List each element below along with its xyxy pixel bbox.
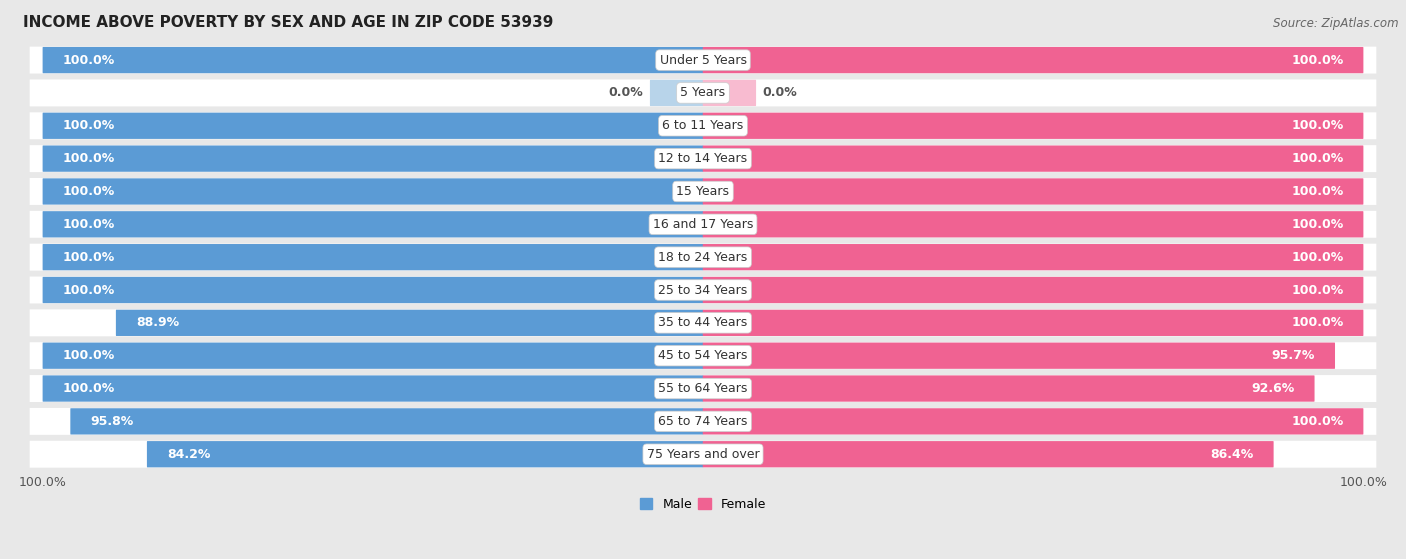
FancyBboxPatch shape [42, 178, 703, 205]
Text: 100.0%: 100.0% [1291, 316, 1343, 329]
Text: INCOME ABOVE POVERTY BY SEX AND AGE IN ZIP CODE 53939: INCOME ABOVE POVERTY BY SEX AND AGE IN Z… [22, 15, 554, 30]
FancyBboxPatch shape [703, 178, 1364, 205]
Text: 25 to 34 Years: 25 to 34 Years [658, 283, 748, 296]
FancyBboxPatch shape [30, 375, 1376, 402]
Text: 65 to 74 Years: 65 to 74 Years [658, 415, 748, 428]
FancyBboxPatch shape [703, 310, 1364, 336]
Text: 100.0%: 100.0% [63, 349, 115, 362]
FancyBboxPatch shape [703, 343, 1336, 369]
FancyBboxPatch shape [30, 46, 1376, 74]
FancyBboxPatch shape [42, 211, 703, 238]
FancyBboxPatch shape [703, 277, 1364, 303]
FancyBboxPatch shape [42, 47, 703, 73]
FancyBboxPatch shape [650, 80, 703, 106]
Text: 100.0%: 100.0% [1291, 54, 1343, 67]
Text: 100.0%: 100.0% [1291, 415, 1343, 428]
FancyBboxPatch shape [30, 244, 1376, 271]
Text: 95.8%: 95.8% [90, 415, 134, 428]
FancyBboxPatch shape [703, 376, 1315, 402]
Text: 6 to 11 Years: 6 to 11 Years [662, 119, 744, 132]
Text: 16 and 17 Years: 16 and 17 Years [652, 218, 754, 231]
FancyBboxPatch shape [30, 145, 1376, 172]
FancyBboxPatch shape [30, 408, 1376, 435]
FancyBboxPatch shape [42, 277, 703, 303]
Text: 75 Years and over: 75 Years and over [647, 448, 759, 461]
Text: 100.0%: 100.0% [63, 250, 115, 264]
FancyBboxPatch shape [42, 244, 703, 271]
FancyBboxPatch shape [30, 112, 1376, 139]
Text: 100.0%: 100.0% [63, 152, 115, 165]
Text: 100.0%: 100.0% [1291, 185, 1343, 198]
Text: 12 to 14 Years: 12 to 14 Years [658, 152, 748, 165]
Text: 100.0%: 100.0% [1291, 218, 1343, 231]
Text: 0.0%: 0.0% [762, 87, 797, 100]
Text: 35 to 44 Years: 35 to 44 Years [658, 316, 748, 329]
FancyBboxPatch shape [30, 342, 1376, 369]
FancyBboxPatch shape [703, 113, 1364, 139]
FancyBboxPatch shape [146, 441, 703, 467]
Text: 55 to 64 Years: 55 to 64 Years [658, 382, 748, 395]
FancyBboxPatch shape [703, 441, 1274, 467]
FancyBboxPatch shape [42, 376, 703, 402]
Text: 100.0%: 100.0% [1291, 283, 1343, 296]
FancyBboxPatch shape [42, 343, 703, 369]
FancyBboxPatch shape [30, 440, 1376, 468]
Text: Under 5 Years: Under 5 Years [659, 54, 747, 67]
FancyBboxPatch shape [30, 309, 1376, 337]
Legend: Male, Female: Male, Female [636, 492, 770, 515]
Text: 15 Years: 15 Years [676, 185, 730, 198]
Text: 100.0%: 100.0% [63, 185, 115, 198]
FancyBboxPatch shape [70, 408, 703, 434]
Text: 5 Years: 5 Years [681, 87, 725, 100]
FancyBboxPatch shape [42, 113, 703, 139]
FancyBboxPatch shape [703, 244, 1364, 271]
Text: 100.0%: 100.0% [1291, 250, 1343, 264]
FancyBboxPatch shape [703, 145, 1364, 172]
Text: Source: ZipAtlas.com: Source: ZipAtlas.com [1274, 17, 1399, 30]
FancyBboxPatch shape [703, 80, 756, 106]
FancyBboxPatch shape [42, 145, 703, 172]
Text: 100.0%: 100.0% [63, 283, 115, 296]
Text: 86.4%: 86.4% [1211, 448, 1254, 461]
Text: 100.0%: 100.0% [63, 218, 115, 231]
FancyBboxPatch shape [30, 79, 1376, 106]
FancyBboxPatch shape [115, 310, 703, 336]
Text: 100.0%: 100.0% [1291, 152, 1343, 165]
Text: 100.0%: 100.0% [63, 382, 115, 395]
FancyBboxPatch shape [30, 211, 1376, 238]
FancyBboxPatch shape [703, 47, 1364, 73]
Text: 100.0%: 100.0% [63, 119, 115, 132]
FancyBboxPatch shape [703, 211, 1364, 238]
Text: 92.6%: 92.6% [1251, 382, 1295, 395]
Text: 18 to 24 Years: 18 to 24 Years [658, 250, 748, 264]
Text: 95.7%: 95.7% [1271, 349, 1315, 362]
Text: 100.0%: 100.0% [63, 54, 115, 67]
FancyBboxPatch shape [30, 178, 1376, 205]
Text: 88.9%: 88.9% [136, 316, 179, 329]
Text: 84.2%: 84.2% [167, 448, 211, 461]
Text: 45 to 54 Years: 45 to 54 Years [658, 349, 748, 362]
Text: 0.0%: 0.0% [609, 87, 644, 100]
Text: 100.0%: 100.0% [1291, 119, 1343, 132]
FancyBboxPatch shape [30, 277, 1376, 304]
FancyBboxPatch shape [703, 408, 1364, 434]
